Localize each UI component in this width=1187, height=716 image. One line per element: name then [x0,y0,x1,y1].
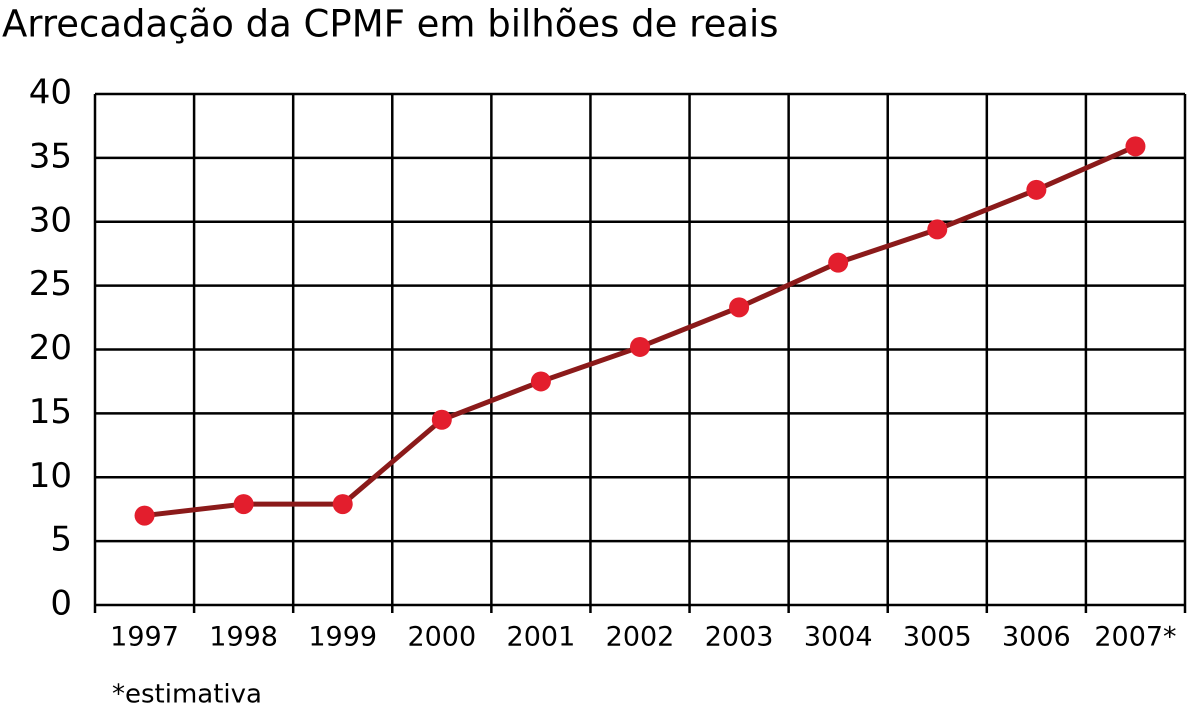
data-point [1125,136,1146,157]
x-tick-label: 3005 [903,622,972,653]
y-tick-label: 20 [29,328,72,368]
data-point [431,409,452,430]
x-tick-label: 2007* [1094,622,1176,653]
data-point [729,297,750,318]
y-tick-label: 35 [29,136,72,176]
x-tick-label: 2002 [606,622,675,653]
y-tick-label: 25 [29,264,72,304]
y-tick-label: 15 [29,392,72,432]
y-tick-label: 10 [29,456,72,496]
y-tick-label: 5 [50,520,72,560]
y-tick-label: 30 [29,200,72,240]
x-tick-label: 1997 [110,622,179,653]
x-tick-label: 1998 [209,622,278,653]
x-tick-label: 3006 [1002,622,1071,653]
data-point [134,505,155,526]
x-tick-label: 2003 [705,622,774,653]
chart-title: Arrecadação da CPMF em bilhões de reais [2,3,779,46]
x-tick-label: 3004 [804,622,873,653]
data-point [630,336,650,357]
data-point [530,371,551,392]
y-tick-label: 0 [50,584,72,624]
data-point [332,494,353,515]
data-point [233,494,254,515]
x-tick-label: 2000 [407,622,476,653]
y-tick-label: 40 [29,73,72,113]
x-tick-label: 1999 [308,622,377,653]
data-point [828,252,849,273]
x-tick-label: 2001 [507,622,576,653]
data-point [927,219,948,240]
footnote: *estimativa [112,680,262,710]
data-point [1026,179,1047,200]
